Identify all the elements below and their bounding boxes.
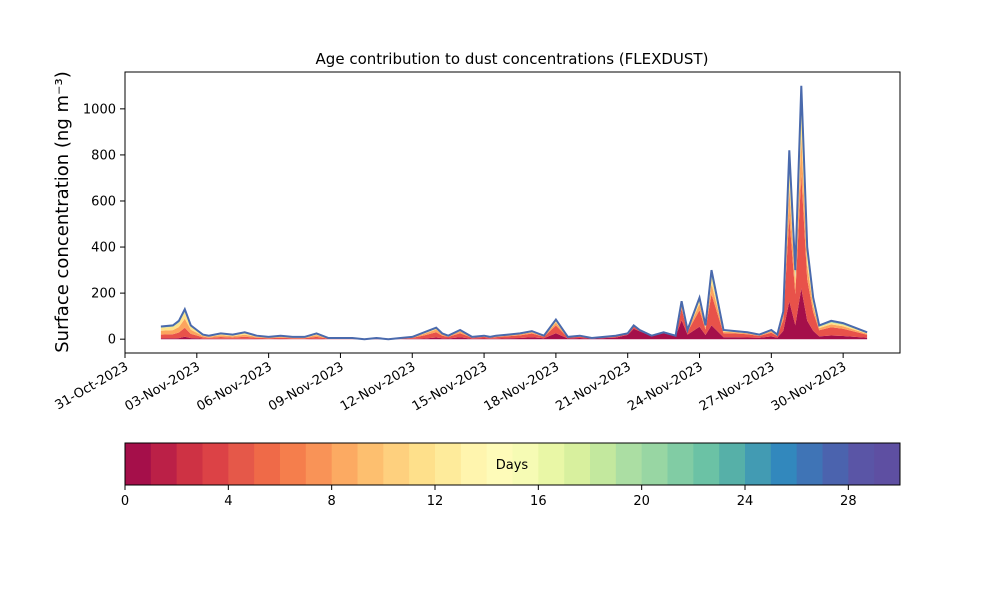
colorbar-swatch — [486, 443, 513, 485]
colorbar: 0 4 8 12 16 20 24 28 — [121, 442, 901, 509]
x-tick-label: 27-Nov-2023 — [697, 359, 777, 414]
colorbar-swatch — [460, 443, 488, 485]
colorbar-tick-label: 20 — [633, 494, 650, 509]
colorbar-tick-label: 0 — [121, 494, 129, 509]
area-layer-5 — [160, 85, 868, 340]
colorbar-swatch — [848, 443, 875, 485]
total-concentration-line — [160, 85, 868, 341]
colorbar-swatch — [641, 443, 668, 485]
colorbar-tick-label: 24 — [737, 494, 754, 509]
colorbar-label: Days — [496, 458, 529, 473]
y-tick-label: 400 — [91, 241, 116, 256]
colorbar-swatch — [693, 443, 720, 485]
colorbar-tick-label: 16 — [530, 494, 547, 509]
y-tick-label: 0 — [108, 333, 116, 348]
x-tick-label: 03-Nov-2023 — [123, 359, 203, 414]
area-layer-0 — [160, 288, 868, 340]
colorbar-swatch — [719, 443, 746, 485]
x-tick-label: 30-Nov-2023 — [769, 359, 849, 414]
colorbar-swatch — [305, 443, 333, 485]
colorbar-swatch — [590, 443, 617, 485]
colorbar-swatch — [150, 443, 178, 485]
colorbar-swatch — [176, 443, 203, 485]
colorbar-swatch — [770, 443, 798, 485]
colorbar-swatch — [125, 443, 152, 485]
colorbar-swatch — [822, 443, 849, 485]
colorbar-swatch — [435, 443, 462, 485]
x-axis: 31-Oct-202303-Nov-202306-Nov-202309-Nov-… — [53, 353, 849, 414]
x-tick-label: 06-Nov-2023 — [194, 359, 274, 414]
plot-area — [124, 71, 901, 354]
colorbar-swatch — [357, 443, 384, 485]
colorbar-swatch — [512, 443, 539, 485]
x-tick-label: 31-Oct-2023 — [53, 359, 131, 413]
chart-title: Age contribution to dust concentrations … — [316, 50, 709, 68]
colorbar-swatch — [615, 443, 643, 485]
colorbar-swatch — [280, 443, 307, 485]
y-tick-label: 1000 — [83, 102, 116, 117]
colorbar-tick-label: 4 — [224, 494, 232, 509]
area-layer-1 — [160, 174, 868, 340]
y-tick-label: 600 — [91, 194, 116, 209]
x-tick-label: 21-Nov-2023 — [553, 359, 633, 414]
colorbar-tick-label: 12 — [427, 494, 444, 509]
colorbar-swatch — [331, 443, 358, 485]
colorbar-swatch — [874, 443, 901, 485]
colorbar-swatch — [564, 443, 591, 485]
y-axis: 0 200 400 600 800 1000 — [83, 102, 125, 348]
x-tick-label: 15-Nov-2023 — [410, 359, 490, 414]
x-tick-label: 12-Nov-2023 — [338, 359, 418, 414]
colorbar-swatch — [796, 443, 823, 485]
colorbar-tick-label: 28 — [840, 494, 857, 509]
colorbar-tick-label: 8 — [328, 494, 336, 509]
y-axis-label: Surface concentration (ng m⁻³) — [52, 71, 73, 353]
y-tick-label: 200 — [91, 287, 116, 302]
area-layer-2 — [160, 136, 868, 340]
colorbar-swatch — [228, 443, 255, 485]
colorbar-swatch — [383, 443, 410, 485]
colorbar-swatch — [409, 443, 436, 485]
colorbar-swatch — [538, 443, 565, 485]
x-tick-label: 09-Nov-2023 — [266, 359, 346, 414]
x-tick-label: 18-Nov-2023 — [482, 359, 562, 414]
colorbar-swatch — [745, 443, 772, 485]
y-tick-label: 800 — [91, 148, 116, 163]
colorbar-swatch — [667, 443, 694, 485]
colorbar-swatch — [254, 443, 281, 485]
colorbar-swatch — [202, 443, 229, 485]
area-layer-3 — [160, 111, 868, 340]
x-tick-label: 24-Nov-2023 — [625, 359, 705, 414]
area-layer-4 — [160, 98, 868, 340]
plot-frame — [124, 71, 901, 354]
colorbar-frame — [124, 442, 901, 486]
stacked-areas — [160, 85, 868, 340]
